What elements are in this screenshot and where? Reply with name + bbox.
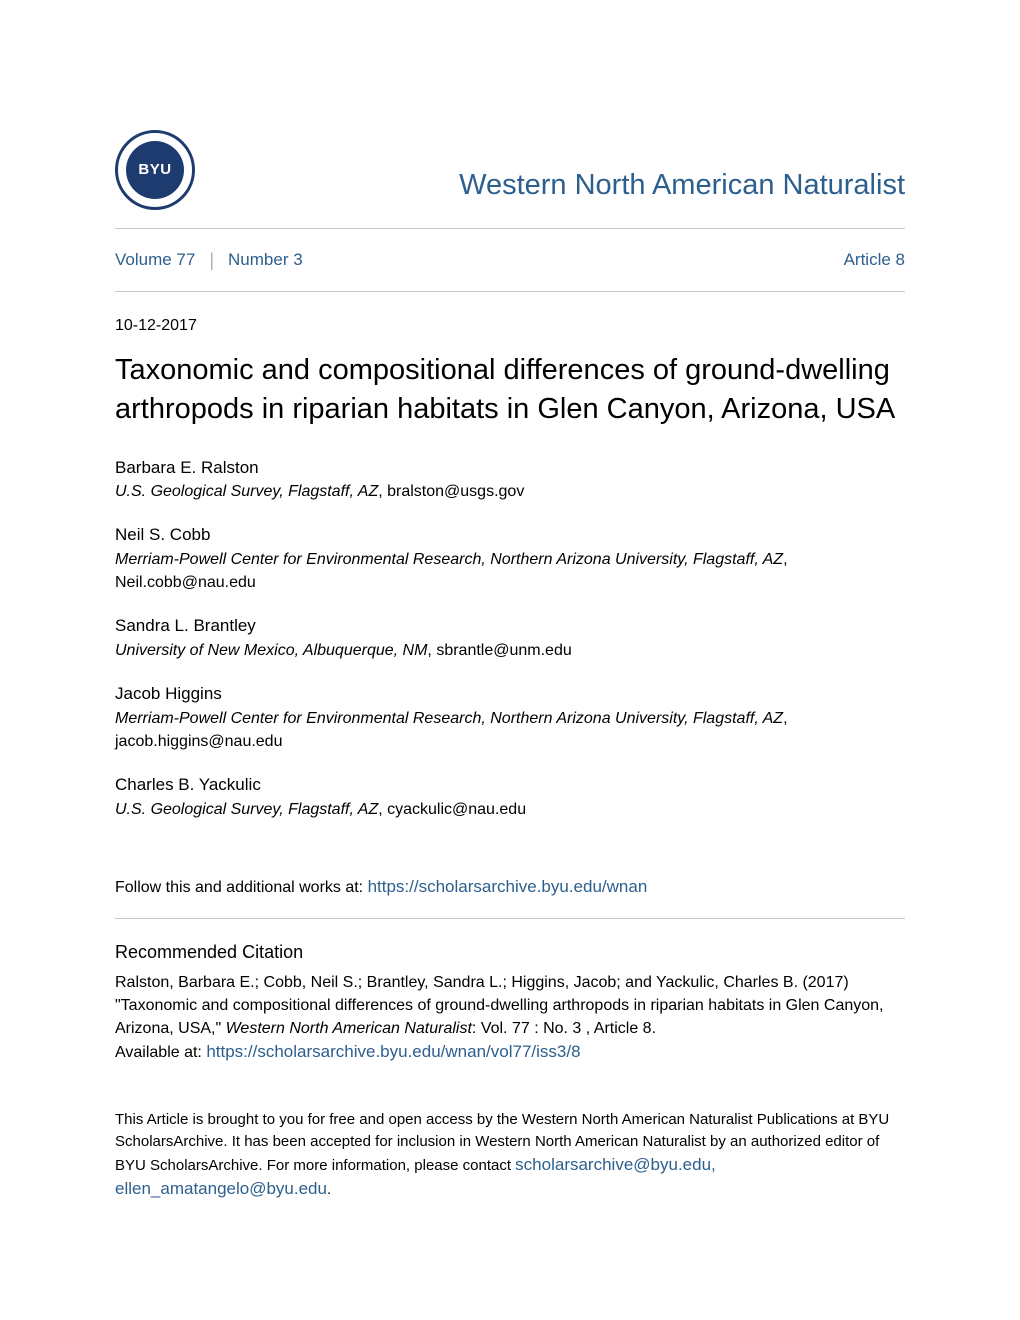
citation-text: Ralston, Barbara E.; Cobb, Neil S.; Bran… [115,971,905,1065]
author-details: U.S. Geological Survey, Flagstaff, AZ, b… [115,480,905,503]
nav-left: Volume 77 | Number 3 [115,247,303,273]
footer-period: . [327,1181,331,1198]
author-sep: , [783,551,787,568]
follow-line: Follow this and additional works at: htt… [115,875,905,900]
author-name: Sandra L. Brantley [115,614,905,639]
nav-row: Volume 77 | Number 3 Article 8 [115,229,905,291]
header-row: BYU Western North American Naturalist [115,130,905,210]
author: Jacob Higgins Merriam-Powell Center for … [115,682,905,753]
author-details: U.S. Geological Survey, Flagstaff, AZ, c… [115,798,905,821]
author-details: Merriam-Powell Center for Environmental … [115,548,905,594]
author-email: cyackulic@nau.edu [387,801,526,818]
citation-tail: : Vol. 77 : No. 3 , Article 8. [472,1020,656,1037]
journal-title[interactable]: Western North American Naturalist [459,164,905,206]
author-affiliation: U.S. Geological Survey, Flagstaff, AZ [115,483,378,500]
follow-prefix: Follow this and additional works at: [115,879,368,896]
author-affiliation: University of New Mexico, Albuquerque, N… [115,642,427,659]
rule-bottom [115,291,905,292]
author-sep: , [427,642,436,659]
author-email: jacob.higgins@nau.edu [115,733,282,750]
footer-text: This Article is brought to you for free … [115,1111,889,1174]
author-name: Jacob Higgins [115,682,905,707]
byu-logo: BYU [115,130,195,210]
author-sep: , [378,801,387,818]
citation-heading: Recommended Citation [115,939,905,965]
author-email: bralston@usgs.gov [387,483,524,500]
article-link[interactable]: Article 8 [844,248,905,273]
rule-citation [115,918,905,919]
available-label: Available at: [115,1044,206,1061]
nav-separator: | [209,247,214,273]
author: Charles B. Yackulic U.S. Geological Surv… [115,773,905,821]
author: Sandra L. Brantley University of New Mex… [115,614,905,662]
available-link[interactable]: https://scholarsarchive.byu.edu/wnan/vol… [206,1042,580,1061]
author-sep: , [783,710,787,727]
author-email: Neil.cobb@nau.edu [115,574,256,591]
publication-date: 10-12-2017 [115,314,905,337]
footer-paragraph: This Article is brought to you for free … [115,1109,905,1202]
author-details: Merriam-Powell Center for Environmental … [115,707,905,753]
author-affiliation: U.S. Geological Survey, Flagstaff, AZ [115,801,378,818]
author: Neil S. Cobb Merriam-Powell Center for E… [115,523,905,594]
citation-journal: Western North American Naturalist [226,1020,472,1037]
follow-link[interactable]: https://scholarsarchive.byu.edu/wnan [368,877,648,896]
author-name: Barbara E. Ralston [115,456,905,481]
author-sep: , [378,483,387,500]
author-affiliation: Merriam-Powell Center for Environmental … [115,710,783,727]
volume-link[interactable]: Volume 77 [115,248,195,273]
number-link[interactable]: Number 3 [228,248,303,273]
author-email: sbrantle@unm.edu [436,642,571,659]
author-details: University of New Mexico, Albuquerque, N… [115,639,905,662]
author: Barbara E. Ralston U.S. Geological Surve… [115,456,905,504]
authors-list: Barbara E. Ralston U.S. Geological Surve… [115,456,905,822]
author-affiliation: Merriam-Powell Center for Environmental … [115,551,783,568]
article-title: Taxonomic and compositional differences … [115,351,905,429]
author-name: Charles B. Yackulic [115,773,905,798]
byu-logo-text: BYU [126,141,184,199]
author-name: Neil S. Cobb [115,523,905,548]
